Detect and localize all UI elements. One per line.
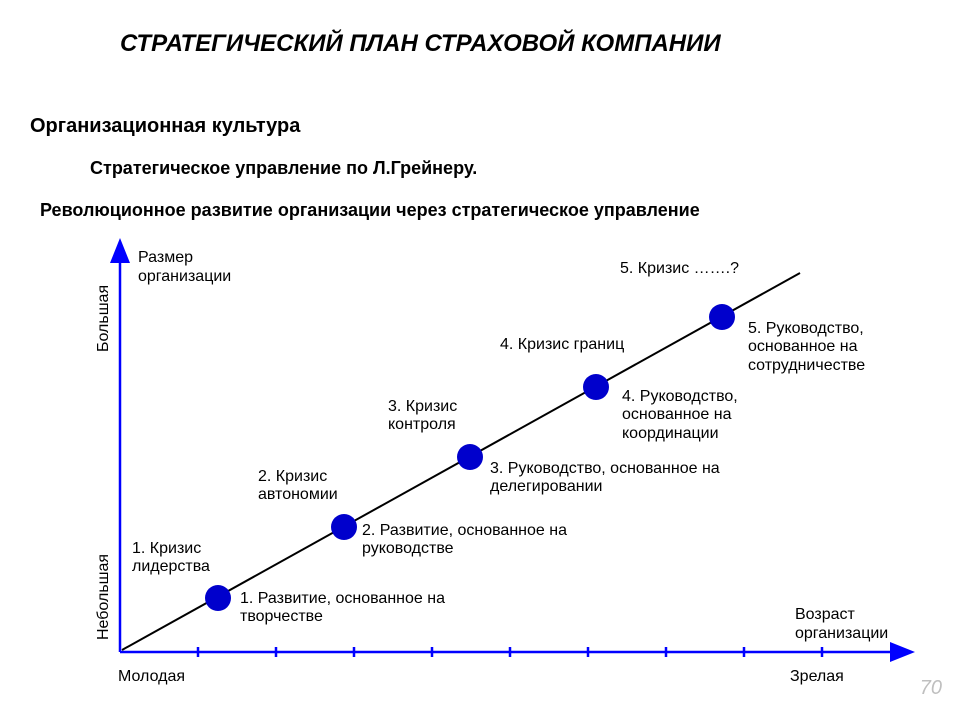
y-low-label: Небольшая	[95, 554, 113, 640]
crisis-label-1: 1. Кризис лидерства	[132, 540, 242, 577]
crisis-label-2: 2. Кризис автономии	[258, 468, 368, 505]
crisis-label-5: 5. Кризис …….?	[620, 260, 790, 278]
crisis-label-4: 4. Кризис границ	[500, 336, 660, 354]
y-high-label: Большая	[95, 285, 113, 352]
stage-label-3: 3. Руководство, основанное на делегирова…	[490, 460, 740, 497]
slide-root: СТРАТЕГИЧЕСКИЙ ПЛАН СТРАХОВОЙ КОМПАНИИ О…	[0, 0, 960, 720]
page-number: 70	[920, 677, 942, 700]
x-axis-title: Возраст организации	[795, 605, 905, 643]
stage-label-1: 1. Развитие, основанное на творчестве	[240, 590, 450, 627]
stage-label-2: 2. Развитие, основанное на руководстве	[362, 522, 572, 559]
stage-label-5: 5. Руководство, основанное на сотрудниче…	[748, 320, 908, 375]
x-low-label: Молодая	[118, 668, 185, 686]
crisis-label-3: 3. Кризис контроля	[388, 398, 498, 435]
y-axis-title: Размер организации	[138, 248, 258, 286]
x-high-label: Зрелая	[790, 668, 844, 686]
stage-label-4: 4. Руководство, основанное на координаци…	[622, 388, 772, 443]
y-axis-title-text: Размер организации	[138, 248, 258, 286]
